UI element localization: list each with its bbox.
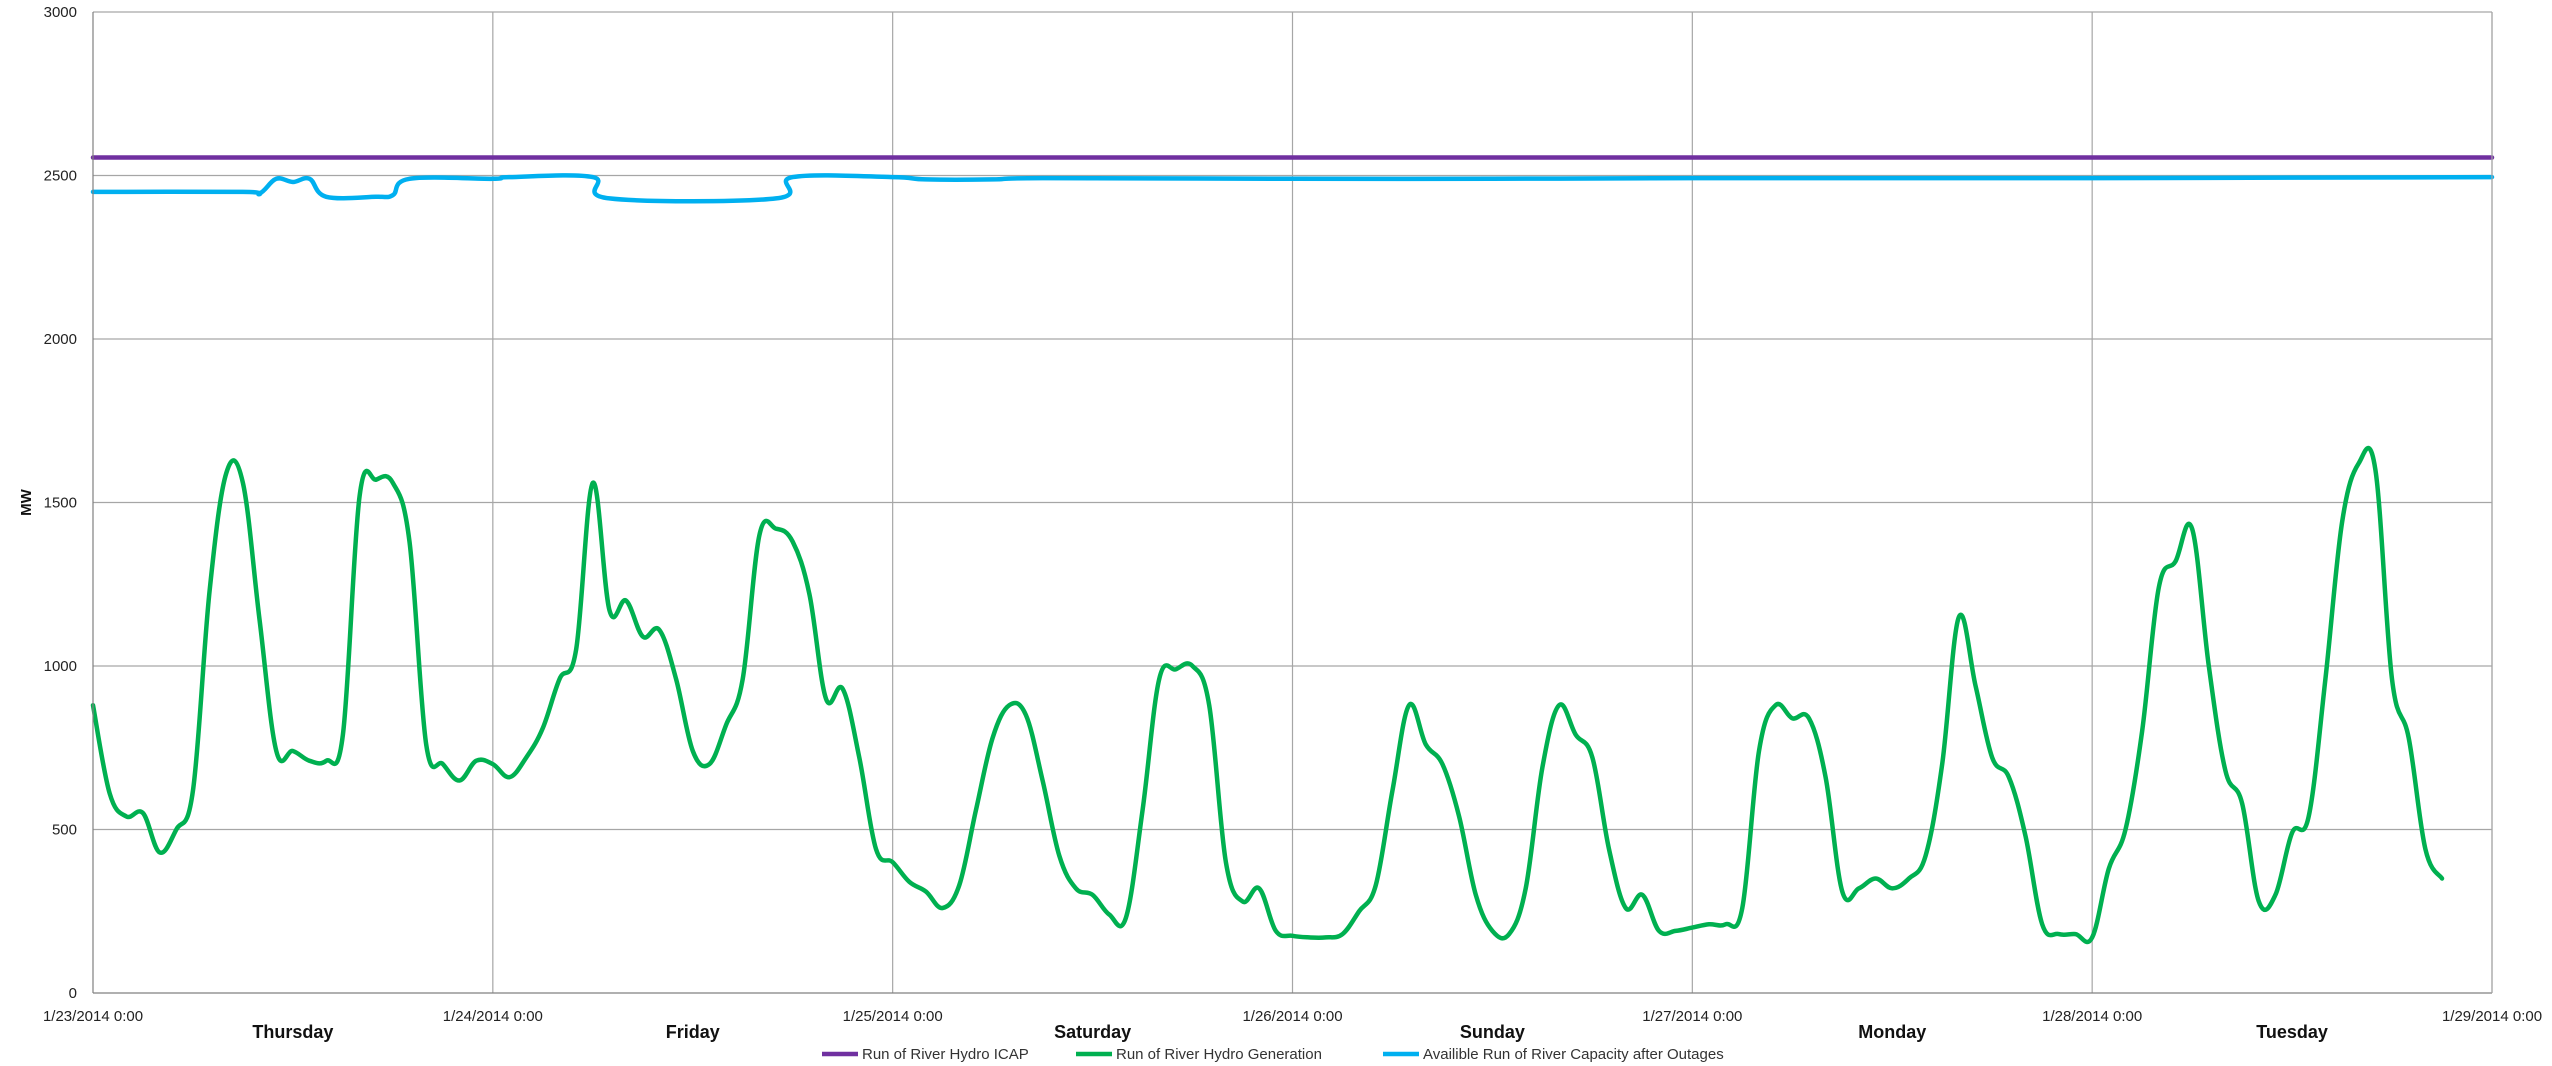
legend-item: Run of River Hydro Generation: [1076, 1046, 1322, 1063]
x-tick-label: 1/23/2014 0:00: [43, 1008, 143, 1025]
legend-label: Run of River Hydro Generation: [1116, 1046, 1322, 1063]
y-tick-label: 0: [69, 985, 77, 1002]
legend-label: Availible Run of River Capacity after Ou…: [1423, 1046, 1724, 1063]
x-tick-label: 1/25/2014 0:00: [843, 1008, 943, 1025]
y-tick-label: 1500: [44, 495, 77, 512]
legend-item: Run of River Hydro ICAP: [822, 1046, 1029, 1063]
y-axis-label: MW: [18, 488, 35, 515]
y-tick-label: 2000: [44, 331, 77, 348]
legend: Run of River Hydro ICAP Run of River Hydr…: [822, 1046, 1724, 1063]
y-tick-label: 500: [52, 822, 77, 839]
axes: [92, 12, 2493, 994]
y-axis-ticks: 0 500 1000 1500 2000 2500 3000: [44, 4, 77, 1002]
y-tick-label: 3000: [44, 4, 77, 21]
day-label: Friday: [666, 1022, 720, 1042]
day-label: Saturday: [1054, 1022, 1131, 1042]
legend-label: Run of River Hydro ICAP: [862, 1046, 1029, 1063]
generation-line: [90, 445, 2445, 945]
x-axis-ticks: 1/23/2014 0:00 1/24/2014 0:00 1/25/2014 0:…: [43, 1008, 2542, 1025]
y-tick-label: 2500: [44, 168, 77, 185]
legend-item: Availible Run of River Capacity after Ou…: [1383, 1046, 1724, 1063]
day-label: Thursday: [252, 1022, 333, 1042]
y-tick-label: 1000: [44, 658, 77, 675]
series-lines: [90, 155, 2495, 945]
day-label: Tuesday: [2256, 1022, 2328, 1042]
available-capacity-line: [90, 173, 2495, 204]
day-labels: Thursday Friday Saturday Sunday Monday Tuesda…: [252, 1022, 2328, 1042]
x-tick-label: 1/28/2014 0:00: [2042, 1008, 2142, 1025]
day-label: Monday: [1858, 1022, 1926, 1042]
day-label: Sunday: [1460, 1022, 1525, 1042]
x-tick-label: 1/26/2014 0:00: [1242, 1008, 1342, 1025]
x-tick-label: 1/27/2014 0:00: [1642, 1008, 1742, 1025]
x-tick-label: 1/29/2014 0:00: [2442, 1008, 2542, 1025]
x-tick-label: 1/24/2014 0:00: [443, 1008, 543, 1025]
